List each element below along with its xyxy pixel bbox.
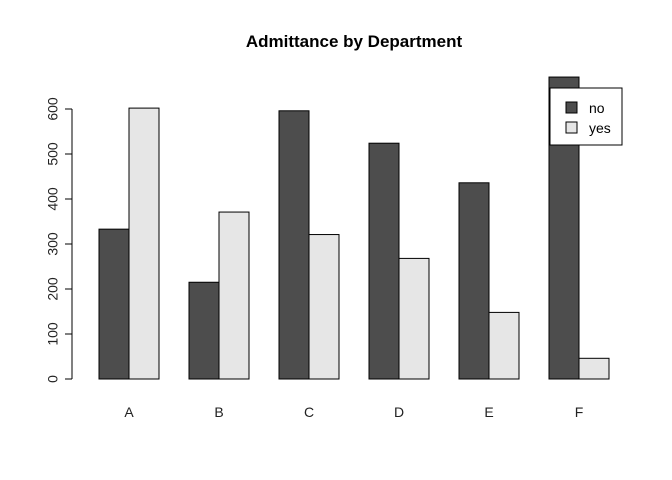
bar-E-yes — [488, 311, 520, 380]
bar-E-no — [458, 182, 490, 380]
x-tick-label: D — [394, 404, 404, 420]
legend-swatch-no — [565, 101, 578, 114]
bar-A-yes — [128, 107, 160, 380]
y-tick-label: 100 — [45, 322, 61, 346]
chart-title: Admittance by Department — [246, 32, 463, 51]
x-tick-label: C — [304, 404, 314, 420]
x-tick-label: F — [575, 404, 584, 420]
bar-F-yes — [578, 357, 610, 380]
bar-C-yes — [308, 234, 340, 380]
x-tick-label: A — [124, 404, 134, 420]
y-tick-label: 400 — [45, 187, 61, 211]
legend-swatch-yes — [565, 121, 578, 134]
y-axis: 0 100 200 300 400 500 600 — [45, 97, 73, 383]
bar-B-no — [188, 281, 220, 380]
bar-B-yes — [218, 211, 250, 380]
bars — [98, 76, 610, 380]
bar-C-no — [278, 110, 310, 380]
x-axis-labels: A B C D E F — [124, 404, 583, 420]
y-tick-label: 600 — [45, 97, 61, 121]
legend-label-no: no — [589, 100, 605, 116]
y-tick-label: 0 — [45, 375, 61, 383]
y-tick-label: 200 — [45, 277, 61, 301]
legend-box — [549, 87, 623, 146]
y-tick-label: 300 — [45, 232, 61, 256]
bar-D-yes — [398, 257, 430, 380]
legend: no yes — [549, 87, 623, 146]
x-tick-label: E — [484, 404, 493, 420]
bar-D-no — [368, 142, 400, 380]
bar-A-no — [98, 228, 130, 380]
y-tick-label: 500 — [45, 142, 61, 166]
x-tick-label: B — [214, 404, 223, 420]
legend-label-yes: yes — [589, 120, 611, 136]
